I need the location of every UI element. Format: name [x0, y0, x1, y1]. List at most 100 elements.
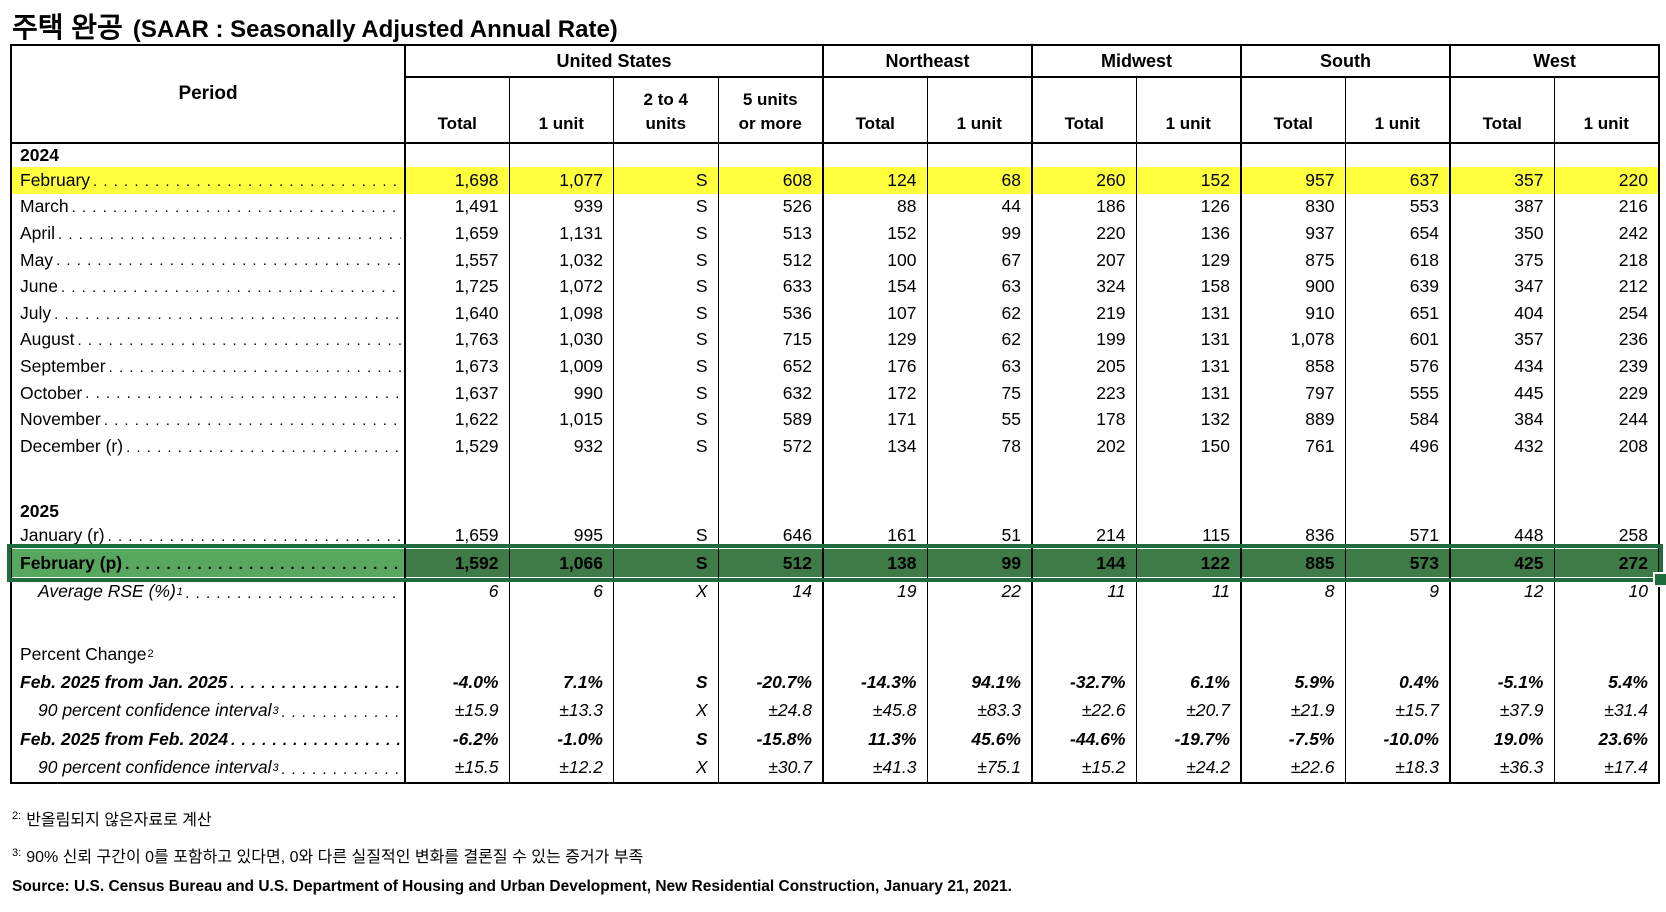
value-cell[interactable]: 910 [1240, 299, 1345, 327]
value-cell[interactable]: -15.8% [717, 725, 823, 754]
value-cell[interactable]: ±24.8 [717, 696, 823, 726]
value-cell[interactable]: 324 [1031, 273, 1136, 300]
value-cell[interactable]: 63 [926, 353, 1032, 380]
value-cell[interactable]: ±15.2 [1031, 753, 1136, 783]
value-cell[interactable]: 576 [1344, 353, 1450, 380]
value-cell[interactable]: ±36.3 [1449, 753, 1554, 783]
value-cell[interactable]: S [613, 326, 718, 354]
value-cell[interactable]: 131 [1135, 379, 1241, 407]
value-cell[interactable]: 646 [717, 522, 823, 550]
value-cell[interactable]: 216 [1553, 193, 1659, 221]
value-cell[interactable]: 1,009 [508, 353, 614, 380]
value-cell[interactable]: 14 [717, 577, 823, 607]
value-cell[interactable]: 223 [1031, 379, 1136, 407]
value-cell[interactable]: S [613, 725, 718, 754]
value-cell[interactable]: 654 [1344, 220, 1450, 247]
value-cell[interactable]: ±20.7 [1135, 696, 1241, 726]
value-cell[interactable]: 129 [1135, 246, 1241, 274]
value-cell[interactable]: 5.9% [1240, 668, 1345, 697]
value-cell[interactable]: 445 [1449, 379, 1554, 407]
value-cell[interactable]: 1,529 [404, 432, 509, 460]
value-cell[interactable]: 1,098 [508, 299, 614, 327]
value-cell[interactable]: 836 [1240, 522, 1345, 550]
value-cell[interactable]: 571 [1344, 522, 1450, 550]
value-cell[interactable]: 1,066 [508, 549, 613, 578]
value-cell[interactable]: 202 [1031, 432, 1136, 460]
value-cell[interactable]: 138 [822, 549, 927, 578]
value-cell[interactable]: 62 [926, 299, 1032, 327]
value-cell[interactable]: 44 [926, 193, 1032, 221]
value-cell[interactable]: 1,030 [508, 326, 614, 354]
value-cell[interactable]: ±75.1 [926, 753, 1032, 783]
value-cell[interactable]: -4.0% [404, 668, 509, 697]
value-cell[interactable]: 199 [1031, 326, 1136, 354]
value-cell[interactable]: 88 [822, 193, 927, 221]
value-cell[interactable]: 129 [822, 326, 927, 354]
value-cell[interactable]: 45.6% [926, 725, 1032, 754]
value-cell[interactable]: -44.6% [1031, 725, 1136, 754]
value-cell[interactable]: 1,592 [404, 549, 509, 578]
value-cell[interactable]: 797 [1240, 379, 1345, 407]
value-cell[interactable]: 242 [1553, 220, 1659, 247]
value-cell[interactable]: 131 [1135, 326, 1241, 354]
value-cell[interactable]: 889 [1240, 406, 1345, 433]
value-cell[interactable]: 136 [1135, 220, 1241, 247]
value-cell[interactable]: ±17.4 [1553, 753, 1659, 783]
period-cell[interactable]: Feb. 2025 from Feb. 2024 [12, 725, 404, 753]
value-cell[interactable]: 220 [1031, 220, 1136, 247]
value-cell[interactable]: 858 [1240, 353, 1345, 380]
value-cell[interactable]: ±83.3 [926, 696, 1032, 726]
value-cell[interactable]: ±12.2 [508, 753, 614, 783]
value-cell[interactable]: S [613, 353, 718, 380]
value-cell[interactable]: 957 [1240, 167, 1345, 194]
value-cell[interactable]: S [613, 193, 718, 221]
value-cell[interactable]: 62 [926, 326, 1032, 354]
value-cell[interactable]: 131 [1135, 353, 1241, 380]
value-cell[interactable]: 387 [1449, 193, 1554, 221]
value-cell[interactable]: 425 [1449, 549, 1554, 578]
value-cell[interactable]: 932 [508, 432, 614, 460]
value-cell[interactable]: 1,659 [404, 522, 509, 550]
value-cell[interactable]: 618 [1344, 246, 1450, 274]
value-cell[interactable]: 23.6% [1553, 725, 1659, 754]
value-cell[interactable]: 572 [717, 432, 823, 460]
value-cell[interactable]: 63 [926, 273, 1032, 300]
value-cell[interactable]: S [613, 379, 718, 407]
value-cell[interactable]: 1,015 [508, 406, 614, 433]
value-cell[interactable]: 1,637 [404, 379, 509, 407]
value-cell[interactable]: 19 [822, 577, 927, 607]
value-cell[interactable]: ±41.3 [822, 753, 927, 783]
value-cell[interactable]: 19.0% [1449, 725, 1554, 754]
value-cell[interactable]: 573 [1344, 549, 1449, 578]
value-cell[interactable]: 51 [926, 522, 1032, 550]
value-cell[interactable]: 830 [1240, 193, 1345, 221]
value-cell[interactable]: 1,763 [404, 326, 509, 354]
value-cell[interactable]: 601 [1344, 326, 1450, 354]
value-cell[interactable]: 555 [1344, 379, 1450, 407]
value-cell[interactable]: 244 [1553, 406, 1659, 433]
value-cell[interactable]: 99 [926, 549, 1031, 578]
value-cell[interactable]: 239 [1553, 353, 1659, 380]
period-cell[interactable]: November [12, 406, 404, 433]
value-cell[interactable]: S [613, 167, 718, 194]
value-cell[interactable]: ±15.9 [404, 696, 509, 726]
value-cell[interactable]: -32.7% [1031, 668, 1136, 697]
value-cell[interactable]: 875 [1240, 246, 1345, 274]
value-cell[interactable]: X [613, 753, 718, 783]
value-cell[interactable]: 218 [1553, 246, 1659, 274]
value-cell[interactable]: 526 [717, 193, 823, 221]
value-cell[interactable]: S [613, 549, 718, 578]
value-cell[interactable]: S [613, 432, 718, 460]
value-cell[interactable]: 122 [1135, 549, 1240, 578]
value-cell[interactable]: 207 [1031, 246, 1136, 274]
value-cell[interactable]: 107 [822, 299, 927, 327]
value-cell[interactable]: S [613, 273, 718, 300]
value-cell[interactable]: 608 [717, 167, 823, 194]
value-cell[interactable]: ±18.3 [1344, 753, 1450, 783]
period-cell[interactable]: January (r) [12, 523, 404, 550]
value-cell[interactable]: 260 [1031, 167, 1136, 194]
period-cell[interactable]: September [12, 353, 404, 380]
period-cell[interactable]: February [12, 167, 404, 194]
value-cell[interactable]: 1,072 [508, 273, 614, 300]
period-cell[interactable]: June [12, 273, 404, 300]
